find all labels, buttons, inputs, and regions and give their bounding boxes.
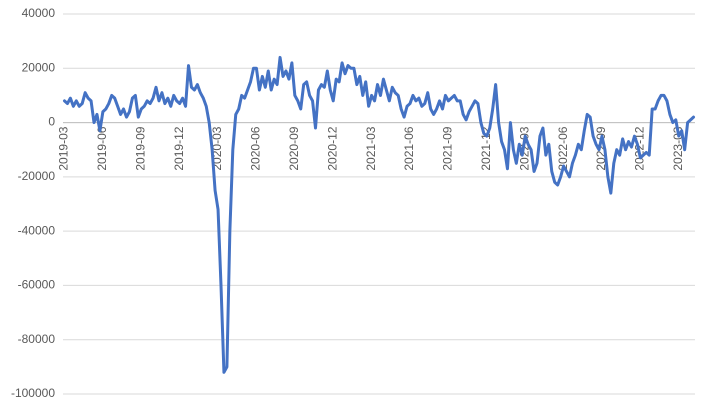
- x-tick-label: 2019-09: [133, 126, 147, 170]
- x-tick-label: 2020-09: [287, 126, 301, 170]
- y-tick-label: -100000: [11, 386, 55, 400]
- x-tick-label: 2021-03: [364, 126, 378, 170]
- y-tick-label: 0: [48, 115, 55, 129]
- data-line: [62, 55, 696, 374]
- x-tick-label: 2019-06: [95, 126, 109, 170]
- x-tick-label: 2019-12: [172, 126, 186, 170]
- x-tick-label: 2020-12: [325, 126, 339, 170]
- y-tick-label: 40000: [22, 6, 56, 20]
- y-tick-label: -80000: [18, 332, 56, 346]
- y-tick-label: -20000: [18, 169, 56, 183]
- x-tick-label: 2021-09: [441, 126, 455, 170]
- x-tick-label: 2020-06: [249, 126, 263, 170]
- x-tick-label: 2021-06: [402, 126, 416, 170]
- y-tick-label: -60000: [18, 278, 56, 292]
- x-tick-label: 2019-03: [57, 126, 71, 170]
- y-tick-label: -40000: [18, 223, 56, 237]
- x-tick-label: 2021-12: [479, 126, 493, 170]
- y-tick-label: 20000: [22, 60, 56, 74]
- x-tick-label: 2022-06: [556, 126, 570, 170]
